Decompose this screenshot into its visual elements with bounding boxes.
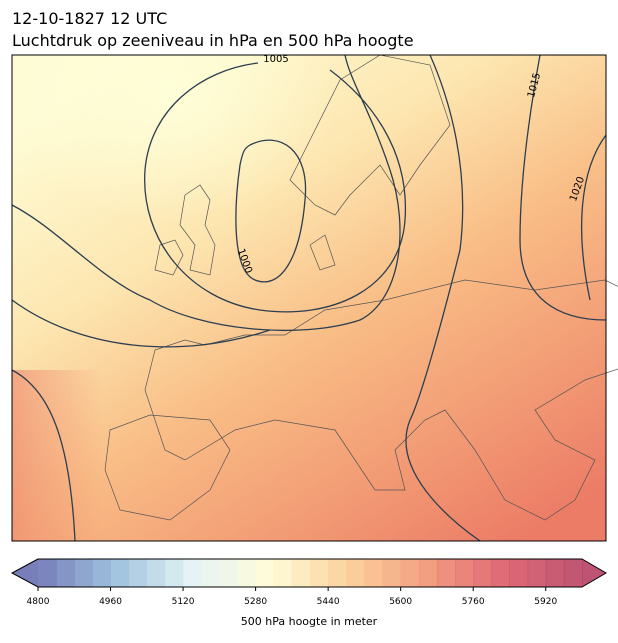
colorbar-tick-label: 5760 [462, 597, 485, 607]
colorbar-extend-high [582, 559, 606, 587]
date: 12-10-1827 12 UTC [12, 9, 167, 28]
colorbar-segment [545, 559, 565, 587]
title: Luchtdruk op zeeniveau in hPa en 500 hPa… [12, 31, 414, 50]
colorbar-segment [183, 559, 202, 587]
colorbar-segment [56, 559, 75, 587]
colorbar-segment [164, 559, 184, 587]
colorbar-tick-label: 5120 [172, 597, 195, 607]
colorbar-segment [436, 559, 456, 587]
map [11, 54, 618, 542]
colorbar-segment [110, 559, 130, 587]
map-frame [11, 54, 607, 542]
colorbar-segment [201, 559, 220, 587]
colorbar-segment [291, 559, 311, 587]
colorbar-tick-label: 5440 [317, 597, 340, 607]
colorbar-segment [328, 559, 347, 587]
colorbar-segment [509, 559, 529, 587]
colorbar-segment [563, 559, 583, 587]
colorbar-tick-label: 4800 [27, 597, 50, 607]
colorbar-segment [473, 559, 492, 587]
colorbar-tick-label: 5920 [534, 597, 557, 607]
colorbar-segment [74, 559, 93, 587]
colorbar-segment [92, 559, 112, 587]
colorbar-extend-low [12, 559, 38, 587]
colorbar-segment [146, 559, 166, 587]
height-field [12, 55, 432, 375]
colorbar-segment [400, 559, 420, 587]
colorbar-segment [219, 559, 238, 587]
colorbar-segment [364, 559, 384, 587]
colorbar-segment [273, 559, 293, 587]
colorbar-segment [346, 559, 365, 587]
colorbar-segment [255, 559, 275, 587]
colorbar-label: 500 hPa hoogte in meter [241, 615, 378, 628]
colorbar-segment [455, 559, 474, 587]
colorbar-segment [418, 559, 438, 587]
isobar-label: 1005 [263, 54, 288, 65]
colorbar: 4800 4960 5120 5280 5440 5600 5760 5920 [10, 558, 607, 607]
colorbar-segment [527, 559, 547, 587]
colorbar-segment [38, 559, 57, 587]
isobars [11, 54, 607, 542]
colorbar-outline [10, 558, 607, 588]
colorbar-segment [128, 559, 148, 587]
colorbar-tick-label: 5600 [389, 597, 412, 607]
coastlines [104, 54, 618, 521]
colorbar-segment [237, 559, 257, 587]
colorbar-segment [310, 559, 329, 587]
colorbar-segment [382, 559, 402, 587]
colorbar-tick-label: 5280 [244, 597, 267, 607]
colorbar-segment [491, 559, 510, 587]
height-field [12, 370, 102, 541]
colorbar-tick-label: 4960 [99, 597, 122, 607]
